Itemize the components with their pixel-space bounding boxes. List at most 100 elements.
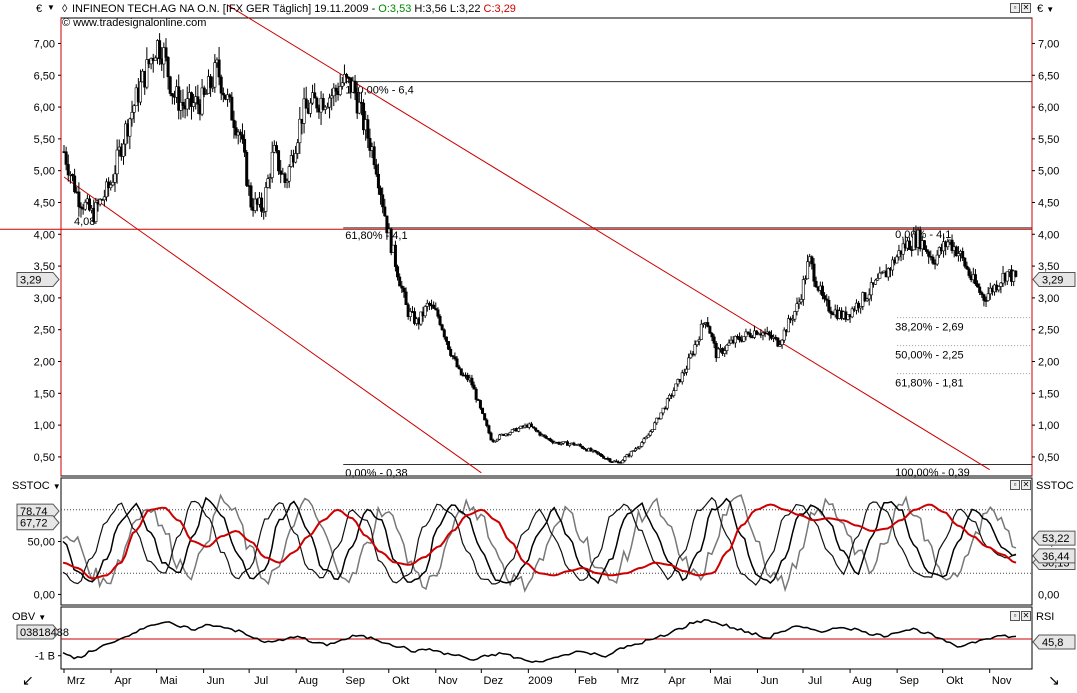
candle-body <box>357 101 361 114</box>
candle-body <box>886 268 890 278</box>
x-tick-label: Okt <box>392 675 409 687</box>
dropdown-arrow-icon[interactable]: ▼ <box>38 613 47 622</box>
y-tick-label-right: 3,00 <box>1038 293 1059 305</box>
candle-body <box>742 336 746 342</box>
header-date: 19.11.2009 <box>314 3 369 15</box>
candle-body <box>602 456 606 459</box>
sstoc-tag-78-text: 78,74 <box>20 506 48 518</box>
candle-body <box>984 300 988 302</box>
dropdown-arrow-icon[interactable]: ▼ <box>1046 5 1055 14</box>
candle-body <box>795 303 799 312</box>
candle-body <box>954 246 958 257</box>
price-candles <box>62 33 1018 464</box>
candle-body <box>342 74 346 84</box>
y-tick-label-right: 0,50 <box>1038 452 1059 464</box>
candle-body <box>304 98 308 109</box>
candle-body <box>978 286 982 293</box>
candle-body <box>128 118 132 137</box>
candle-body <box>287 166 291 182</box>
candle-body <box>455 358 459 368</box>
candle-body <box>211 86 215 89</box>
candle-body <box>801 279 805 300</box>
y-tick-label-left: 6,00 <box>34 102 55 114</box>
candle-body <box>130 111 134 120</box>
candle-body <box>767 331 771 336</box>
candle-body <box>799 299 803 303</box>
candle-body <box>891 259 895 271</box>
candle-body <box>910 249 914 251</box>
candle-body <box>313 92 317 99</box>
candle-body <box>283 173 287 183</box>
candle-body <box>457 366 461 369</box>
candle-body <box>109 184 113 189</box>
candle-body <box>487 425 491 434</box>
candle-body <box>442 329 446 338</box>
euro-right-label: € ▼ <box>1037 3 1055 15</box>
candle-body <box>672 390 676 396</box>
candle-body <box>780 339 784 346</box>
restore-icon[interactable]: ▫ <box>1010 611 1020 621</box>
candle-body <box>950 239 954 251</box>
candle-body <box>266 178 270 188</box>
candle-body <box>196 96 200 105</box>
sstoc-tick-label-right: 0,00 <box>1038 589 1059 601</box>
close-icon[interactable]: ✕ <box>1021 3 1031 13</box>
candle-body <box>277 150 281 172</box>
candle-body <box>434 308 438 311</box>
fib-line-label: 61,80% - 4,1 <box>345 230 407 242</box>
candle-body <box>638 446 642 449</box>
sstoc-fast-line <box>62 496 1017 585</box>
sstoc-tag-53: 53,22 <box>1032 530 1076 546</box>
candle-body <box>177 86 181 111</box>
y-tick-label-right: 1,50 <box>1038 388 1059 400</box>
candle-body <box>967 268 971 276</box>
candle-body <box>217 59 221 78</box>
candle-body <box>723 350 727 354</box>
resize-arrow-icon[interactable]: ↙ <box>22 672 34 688</box>
candle-body <box>447 341 451 350</box>
x-tick-label: Jul <box>254 675 268 687</box>
y-tick-label-right: 5,00 <box>1038 166 1059 178</box>
last-price-tag-right-box <box>1032 271 1076 287</box>
restore-icon[interactable]: ▫ <box>1010 3 1020 13</box>
candle-body <box>213 62 217 88</box>
close-icon[interactable]: ✕ <box>1021 611 1031 621</box>
x-tick-label: Apr <box>114 675 131 687</box>
fib-retracement-label: 100,00% - 0,39 <box>895 467 970 479</box>
candle-body <box>918 229 922 250</box>
candle-body <box>874 279 878 285</box>
candle-body <box>878 272 882 279</box>
candle-body <box>432 304 436 309</box>
y-tick-label-left: 5,00 <box>34 166 55 178</box>
candle-body <box>653 422 657 430</box>
candle-body <box>440 324 444 331</box>
y-tick-label-left: 2,50 <box>34 325 55 337</box>
close-icon[interactable]: ✕ <box>1021 480 1031 490</box>
candle-body <box>901 243 905 255</box>
candle-body <box>965 265 969 270</box>
candle-body <box>330 95 334 99</box>
candle-body <box>132 105 136 113</box>
restore-icon[interactable]: ▫ <box>1010 480 1020 490</box>
candle-body <box>867 294 871 300</box>
candle-body <box>1005 271 1009 282</box>
candle-body <box>946 241 950 248</box>
candle-body <box>542 434 546 437</box>
candle-body <box>857 302 861 309</box>
candle-body <box>869 282 873 296</box>
candle-body <box>374 164 378 175</box>
candle-body <box>398 276 402 287</box>
candle-body <box>209 76 213 88</box>
candle-body <box>538 431 542 436</box>
candle-body <box>102 196 106 201</box>
candle-body <box>308 102 312 114</box>
obv-value-tag-box <box>16 624 60 640</box>
sstoc-title: SSTOC ▼ <box>12 480 61 492</box>
candle-body <box>733 336 737 344</box>
dropdown-arrow-icon[interactable]: ▼ <box>52 482 61 491</box>
candle-body <box>419 311 423 325</box>
resize-arrow-icon[interactable]: ↘ <box>1048 672 1060 688</box>
candle-body <box>614 460 618 463</box>
candle-body <box>260 197 264 212</box>
dropdown-arrow-icon[interactable]: ▼ <box>47 3 55 12</box>
